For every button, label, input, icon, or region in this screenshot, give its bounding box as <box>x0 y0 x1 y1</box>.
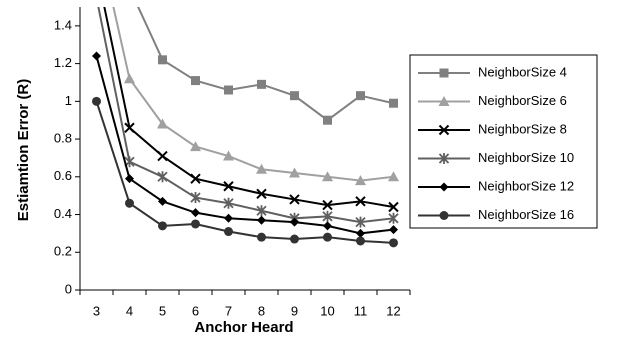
marker <box>223 197 234 209</box>
marker <box>356 228 365 238</box>
marker <box>356 91 365 101</box>
legend-label: NeighborSize 8 <box>478 121 567 136</box>
x-tick-label: 12 <box>386 303 400 318</box>
series-line <box>112 7 394 182</box>
marker <box>191 208 200 218</box>
y-tick-label: 0.2 <box>54 244 72 259</box>
x-tick-label: 5 <box>159 303 166 318</box>
marker <box>438 153 450 164</box>
marker <box>290 91 299 101</box>
plot-area <box>92 0 399 248</box>
marker <box>388 201 399 213</box>
series-line <box>95 55 394 235</box>
marker <box>157 150 168 162</box>
marker <box>257 215 266 225</box>
marker <box>256 205 267 217</box>
x-tick-label: 9 <box>291 303 298 318</box>
marker <box>290 234 299 244</box>
series-line <box>97 7 394 224</box>
marker <box>224 227 233 237</box>
marker <box>355 216 366 228</box>
marker <box>191 76 200 86</box>
x-axis-label: Anchor Heard <box>194 319 293 336</box>
marker <box>356 236 365 246</box>
marker <box>355 175 366 186</box>
series-line <box>137 7 394 122</box>
legend-label: NeighborSize 10 <box>478 150 574 165</box>
marker <box>323 115 332 125</box>
marker <box>438 124 450 136</box>
legend-label: NeighborSize 16 <box>478 207 574 222</box>
marker <box>389 238 398 248</box>
marker <box>257 232 266 242</box>
marker <box>290 217 299 227</box>
legend-box <box>409 54 598 229</box>
y-tick-label: 1.4 <box>54 17 72 32</box>
y-tick-label: 0 <box>65 281 72 296</box>
marker <box>257 79 266 89</box>
marker <box>92 51 101 61</box>
marker <box>224 85 233 95</box>
marker <box>124 122 135 133</box>
marker <box>355 196 366 207</box>
y-tick-label: 0.8 <box>54 131 72 146</box>
marker <box>223 150 234 161</box>
marker <box>323 232 332 242</box>
legend-label: NeighborSize 4 <box>478 64 567 79</box>
marker <box>389 98 398 108</box>
marker <box>157 171 168 183</box>
legend-label: NeighborSize 6 <box>478 93 567 108</box>
marker <box>223 181 234 192</box>
x-tick-label: 10 <box>320 303 334 318</box>
legend-label: NeighborSize 12 <box>478 178 574 193</box>
marker <box>190 141 201 152</box>
marker <box>92 0 101 3</box>
marker <box>158 55 167 65</box>
marker <box>289 194 300 205</box>
marker <box>124 73 135 84</box>
marker <box>439 182 449 192</box>
x-tick-label: 8 <box>258 303 265 318</box>
marker <box>322 171 333 182</box>
marker <box>92 96 101 106</box>
marker <box>323 221 332 231</box>
marker <box>389 225 398 235</box>
marker <box>289 167 300 178</box>
marker <box>388 212 399 224</box>
marker <box>158 196 167 206</box>
marker <box>438 96 450 106</box>
series-line <box>95 101 394 244</box>
marker <box>256 163 267 174</box>
marker <box>190 173 201 184</box>
y-tick-label: 1 <box>65 93 72 108</box>
series-line <box>103 7 394 208</box>
y-tick-label: 1.2 <box>54 55 72 70</box>
marker <box>256 188 267 199</box>
marker <box>125 174 134 184</box>
x-tick-label: 7 <box>225 303 232 318</box>
marker <box>191 219 200 229</box>
y-tick-label: 0.4 <box>54 206 72 221</box>
x-tick-label: 6 <box>192 303 199 318</box>
x-tick-label: 11 <box>354 303 368 318</box>
marker <box>190 192 201 204</box>
marker <box>157 118 168 129</box>
marker <box>322 210 333 222</box>
y-axis-label: Estiamtion Error (R) <box>15 79 32 222</box>
marker <box>439 211 449 220</box>
x-tick-label: 3 <box>93 303 100 318</box>
marker <box>322 199 333 211</box>
y-tick-label: 0.6 <box>54 168 72 183</box>
marker <box>388 171 399 182</box>
marker <box>224 213 233 223</box>
marker <box>439 68 449 78</box>
marker <box>158 221 167 231</box>
x-tick-label: 4 <box>126 303 133 318</box>
marker <box>125 198 134 208</box>
